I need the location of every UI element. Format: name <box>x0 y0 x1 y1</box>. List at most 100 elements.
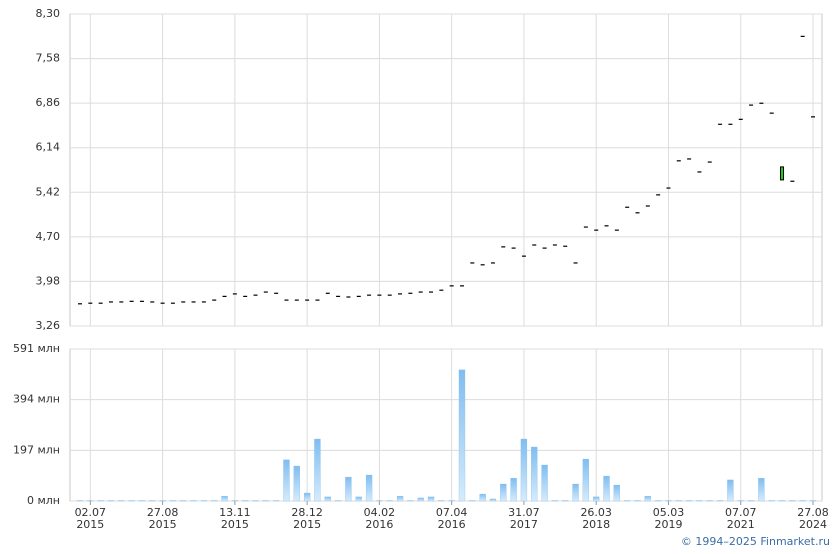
x-tick-label-line: 27.08 <box>797 506 829 519</box>
volume-bar <box>190 500 197 502</box>
candle <box>170 302 175 304</box>
volume-bar <box>283 459 290 502</box>
volume-bar <box>87 500 94 502</box>
candle <box>573 262 578 264</box>
volume-bar <box>510 477 517 502</box>
volume-bar <box>107 500 115 502</box>
candle <box>769 112 774 114</box>
footer[interactable]: © 1994–2025 Finmarket.ru <box>681 535 830 548</box>
candle <box>398 293 403 295</box>
volume-bar <box>727 479 734 502</box>
volume-bar <box>696 500 703 502</box>
volume-bar <box>675 500 682 502</box>
candle <box>367 294 372 296</box>
volume-bar <box>531 446 538 502</box>
candle <box>98 302 103 304</box>
volume-bar <box>448 500 455 502</box>
candle <box>387 294 392 296</box>
candle <box>583 226 588 228</box>
volume-bar <box>809 500 817 502</box>
x-tick-label: 28.12 2015 <box>291 506 323 531</box>
candle <box>253 294 258 296</box>
volume-bar <box>180 500 187 502</box>
x-tick-label-line: 05.03 <box>653 506 685 519</box>
candle <box>263 291 268 293</box>
candle <box>790 180 795 182</box>
x-tick-label-line: 2019 <box>654 518 682 531</box>
y-tick-label: 6,14 <box>36 141 61 154</box>
candle <box>274 292 279 294</box>
volume-bar <box>593 496 600 502</box>
candle <box>759 102 764 104</box>
candle <box>181 301 186 303</box>
y2-tick-label: 394 млн <box>13 393 60 406</box>
volume-bar <box>747 500 755 502</box>
volume-bar <box>417 497 424 502</box>
volume-bar <box>665 500 672 502</box>
x-tick-label-line: 2018 <box>582 518 610 531</box>
candle <box>129 300 134 302</box>
candle <box>315 299 320 301</box>
y-tick-label: 3,26 <box>36 319 61 332</box>
volume-bar <box>624 500 631 502</box>
candle <box>552 244 557 246</box>
candle <box>635 212 640 214</box>
volume-bar <box>118 500 125 502</box>
candle <box>707 161 712 163</box>
x-tick-label: 27.08 2015 <box>147 506 179 531</box>
volume-bar <box>128 500 135 502</box>
candle <box>439 289 444 291</box>
volume-bar <box>489 498 497 502</box>
volume-bar <box>644 495 651 502</box>
volume-bar <box>706 500 713 502</box>
volume-bar <box>500 483 507 502</box>
x-tick-label-line: 07.04 <box>436 506 468 519</box>
x-tick-label-line: 28.12 <box>291 506 323 519</box>
price-panel-frame <box>69 13 823 327</box>
x-tick-label-line: 2015 <box>293 518 321 531</box>
candle <box>718 123 723 125</box>
volume-bar <box>613 484 620 502</box>
volume-bar <box>149 500 156 502</box>
candle <box>563 245 568 247</box>
volume-bar <box>396 495 404 502</box>
volume-bar <box>314 438 321 502</box>
y2-tick-label: 0 млн <box>27 494 60 507</box>
x-tick-label-line: 04.02 <box>364 506 396 519</box>
volume-bar <box>262 500 269 502</box>
candle <box>542 247 547 249</box>
x-tick-label: 07.07 2021 <box>725 506 757 531</box>
x-tick-label-line: 13.11 <box>219 506 251 519</box>
candle <box>201 301 206 303</box>
x-tick-label: 05.03 2019 <box>653 506 685 531</box>
x-tick-label-line: 26.03 <box>580 506 612 519</box>
candle <box>305 299 310 301</box>
x-tick-label: 07.04 2016 <box>436 506 468 531</box>
candle <box>749 104 754 106</box>
volume-bar <box>458 369 466 502</box>
x-tick-label-line: 07.07 <box>725 506 757 519</box>
volume-bar <box>562 500 569 502</box>
y-tick-label: 7,58 <box>36 52 61 65</box>
x-tick-label: 13.11 2015 <box>219 506 251 531</box>
x-tick-label: 02.07 2015 <box>75 506 107 531</box>
candle <box>160 302 165 304</box>
candle <box>139 300 144 302</box>
x-tick-label: 31.07 2017 <box>508 506 540 531</box>
x-tick-label: 04.02 2016 <box>364 506 396 531</box>
volume-bar <box>768 500 775 502</box>
volume-bar <box>572 483 579 502</box>
volume-bar <box>685 500 693 502</box>
candle <box>356 295 361 297</box>
candle <box>656 194 661 196</box>
x-tick-label-line: 2024 <box>799 518 827 531</box>
candle <box>325 292 330 294</box>
candle <box>470 262 475 264</box>
candle <box>191 301 196 303</box>
volume-bar <box>221 495 228 502</box>
volume-bar <box>200 500 208 502</box>
candle <box>687 158 692 160</box>
volume-bar <box>293 465 300 502</box>
y-tick-label: 4,70 <box>36 230 61 243</box>
